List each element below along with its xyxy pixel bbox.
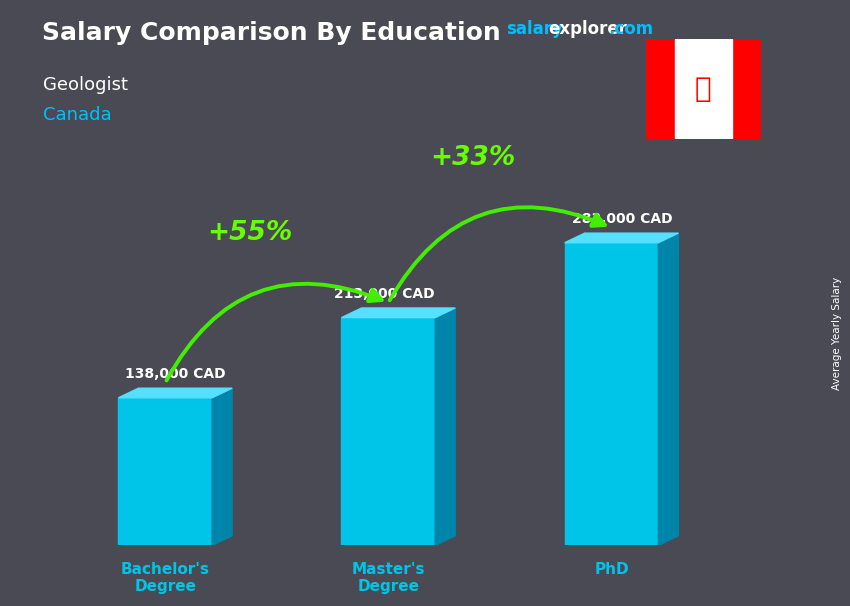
Text: Average Yearly Salary: Average Yearly Salary <box>832 277 842 390</box>
Polygon shape <box>435 308 456 545</box>
Text: Salary Comparison By Education: Salary Comparison By Education <box>42 21 501 45</box>
Bar <box>732 39 761 139</box>
Bar <box>118 398 212 545</box>
Polygon shape <box>342 308 456 318</box>
Text: explorer: explorer <box>548 20 627 38</box>
Polygon shape <box>212 388 232 545</box>
Text: Geologist: Geologist <box>42 76 128 94</box>
Text: Canada: Canada <box>42 106 111 124</box>
Bar <box>646 39 675 139</box>
Bar <box>564 243 658 545</box>
Bar <box>342 318 435 545</box>
Text: +33%: +33% <box>430 145 516 171</box>
Polygon shape <box>118 388 232 398</box>
Text: +55%: +55% <box>207 220 292 246</box>
Text: 283,000 CAD: 283,000 CAD <box>572 211 673 225</box>
Text: salary: salary <box>506 20 563 38</box>
Polygon shape <box>658 233 678 545</box>
Text: 138,000 CAD: 138,000 CAD <box>125 367 226 381</box>
Polygon shape <box>564 233 678 243</box>
Text: .com: .com <box>608 20 653 38</box>
Text: 🍁: 🍁 <box>695 75 711 104</box>
Bar <box>675 39 732 139</box>
Text: 213,000 CAD: 213,000 CAD <box>333 287 434 301</box>
